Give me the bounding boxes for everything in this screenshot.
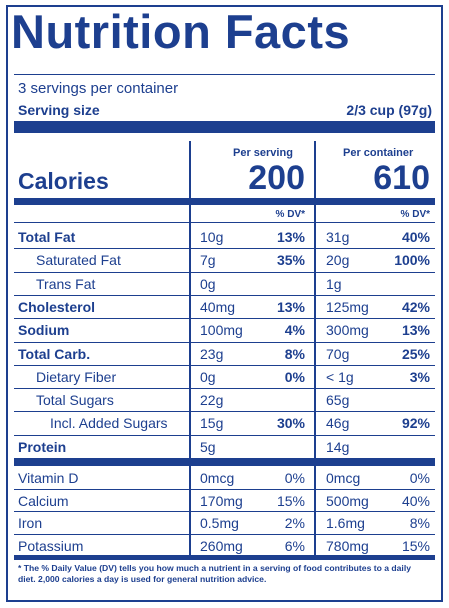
container-dv: 92% (401, 415, 430, 432)
container-amount: 0mcg (326, 470, 361, 486)
container-dv: 8% (409, 515, 430, 531)
serving-size-value: 2/3 cup (97g) (346, 102, 432, 118)
serving-amount: 170mg (200, 492, 243, 509)
nutrient-name: Sodium (18, 322, 70, 339)
container-amount: 1g (326, 275, 342, 292)
calories-per-serving: 200 (248, 159, 305, 197)
container-dv: 40% (401, 229, 430, 245)
container-amount: < 1g (326, 368, 354, 385)
container-amount: 65g (326, 392, 350, 409)
container-amount: 1.6mg (326, 515, 365, 531)
serving-amount: 260mg (200, 537, 243, 554)
serving-dv: 0% (284, 368, 305, 385)
row-divider (14, 271, 435, 273)
container-dv: 25% (401, 345, 430, 362)
nutrient-name: Protein (18, 438, 67, 455)
serving-dv: 13% (276, 298, 305, 315)
row-divider (14, 488, 435, 490)
calories-per-container: 610 (373, 159, 430, 197)
per-serving-label: Per serving (233, 147, 293, 159)
row-divider (14, 248, 435, 250)
nutrient-name: Trans Fat (36, 275, 96, 292)
nutrient-name: Total Carb. (18, 345, 91, 362)
container-dv: 15% (401, 537, 430, 554)
vitamin-name: Calcium (18, 492, 69, 509)
thick-divider (14, 458, 435, 466)
row-divider (14, 434, 435, 436)
row-divider (14, 364, 435, 366)
divider (14, 74, 435, 75)
label-title: Nutrition Facts (11, 5, 351, 58)
row-divider (14, 341, 435, 343)
per-container-label: Per container (343, 147, 414, 159)
dv-header-serving: % DV* (275, 209, 305, 220)
container-dv: 13% (401, 322, 430, 339)
vitamin-name: Potassium (18, 537, 84, 554)
container-amount: 300mg (326, 322, 369, 339)
container-amount: 31g (326, 229, 350, 245)
serving-amount: 0.5mg (200, 515, 239, 531)
serving-amount: 5g (200, 438, 216, 455)
serving-amount: 7g (200, 252, 216, 269)
footnote: * The % Daily Value (DV) tells you how m… (18, 563, 411, 584)
serving-amount: 100mg (200, 322, 243, 339)
serving-dv: 2% (284, 515, 305, 531)
row-divider (14, 411, 435, 413)
serving-amount: 23g (200, 345, 224, 362)
container-dv: 0% (409, 470, 430, 486)
serving-dv: 13% (276, 229, 305, 245)
serving-dv: 0% (284, 470, 305, 486)
serving-amount: 15g (200, 415, 224, 432)
thick-divider (14, 121, 435, 133)
serving-dv: 6% (284, 537, 305, 554)
servings-per-container: 3 servings per container (18, 80, 179, 97)
container-dv: 100% (394, 252, 430, 269)
row-divider (14, 318, 435, 320)
container-amount: 20g (326, 252, 350, 269)
column-separator (314, 141, 316, 557)
container-amount: 70g (326, 345, 350, 362)
divider (14, 222, 435, 223)
serving-size-label: Serving size (18, 102, 100, 118)
nutrient-name: Total Fat (18, 229, 76, 245)
row-divider (14, 388, 435, 390)
row-divider (14, 294, 435, 296)
nutrient-name: Saturated Fat (36, 252, 121, 269)
container-amount: 46g (326, 415, 350, 432)
dv-header-container: % DV* (400, 209, 430, 220)
vitamin-name: Iron (18, 515, 43, 531)
nutrient-name: Incl. Added Sugars (50, 415, 168, 432)
serving-amount: 40mg (200, 298, 236, 315)
serving-amount: 22g (200, 392, 224, 409)
container-amount: 780mg (326, 537, 369, 554)
nutrient-name: Total Sugars (36, 392, 114, 409)
vitamin-name: Vitamin D (18, 470, 79, 486)
serving-amount: 0g (200, 368, 216, 385)
row-divider (14, 511, 435, 512)
container-dv: 3% (409, 368, 430, 385)
serving-dv: 35% (276, 252, 305, 269)
serving-dv: 15% (276, 492, 305, 509)
container-amount: 14g (326, 438, 350, 455)
serving-amount: 10g (200, 229, 224, 245)
nutrient-name: Dietary Fiber (36, 368, 117, 385)
thick-divider (14, 198, 435, 205)
calories-label: Calories (18, 168, 109, 194)
container-dv: 42% (401, 298, 430, 315)
nutrient-name: Cholesterol (18, 298, 96, 315)
serving-dv: 8% (284, 345, 305, 362)
serving-dv: 30% (276, 415, 305, 432)
column-separator (189, 141, 191, 557)
serving-dv: 4% (284, 322, 305, 339)
nutrition-label (6, 5, 443, 602)
container-amount: 125mg (326, 298, 369, 315)
thick-divider (14, 555, 435, 560)
serving-amount: 0g (200, 275, 216, 292)
container-dv: 40% (401, 492, 430, 509)
serving-amount: 0mcg (200, 470, 235, 486)
row-divider (14, 533, 435, 535)
container-amount: 500mg (326, 492, 369, 509)
